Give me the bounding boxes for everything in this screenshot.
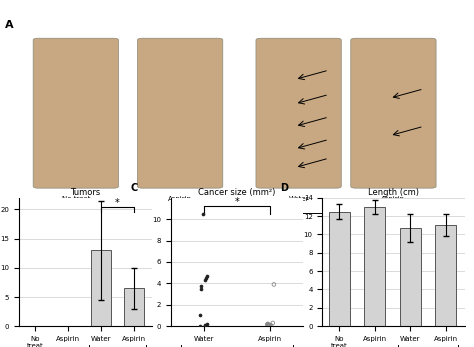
Point (266, 322, 274, 328)
Title: Length (cm): Length (cm) (368, 188, 419, 197)
Bar (400, 228, 421, 326)
Point (265, 323, 273, 328)
FancyBboxPatch shape (33, 38, 118, 188)
Point (197, 286, 205, 291)
Text: D: D (280, 183, 288, 193)
Point (267, 323, 275, 328)
FancyBboxPatch shape (137, 38, 223, 188)
Point (264, 323, 272, 328)
Bar (329, 212, 350, 326)
Point (196, 323, 204, 328)
Bar (124, 288, 144, 326)
Title: Tumors: Tumors (70, 188, 100, 197)
Point (201, 322, 209, 328)
Text: *: * (235, 197, 239, 207)
Point (269, 320, 277, 326)
Point (265, 322, 273, 328)
Point (264, 322, 272, 327)
Point (197, 313, 204, 318)
Text: A: A (5, 19, 13, 29)
Point (199, 211, 207, 217)
Text: Aspirin: Aspirin (382, 196, 405, 202)
Point (203, 321, 210, 327)
Point (204, 273, 211, 279)
Point (264, 321, 272, 327)
Bar (91, 250, 111, 326)
Point (201, 277, 209, 283)
Text: Aspirin: Aspirin (168, 196, 192, 202)
Point (264, 321, 272, 327)
Point (264, 323, 271, 328)
FancyBboxPatch shape (256, 38, 341, 188)
Point (270, 282, 278, 287)
Text: No treat: No treat (62, 196, 90, 202)
Text: *: * (115, 198, 120, 208)
Point (197, 283, 205, 288)
Title: Cancer size (mm²): Cancer size (mm²) (198, 188, 276, 197)
FancyBboxPatch shape (351, 38, 436, 188)
Bar (435, 225, 456, 326)
Text: C: C (131, 183, 138, 193)
Point (202, 275, 210, 281)
Point (266, 323, 273, 328)
Bar (364, 207, 385, 326)
Text: AOM/DSS: AOM/DSS (330, 220, 362, 226)
Point (201, 323, 209, 328)
Text: Water: Water (288, 196, 309, 202)
